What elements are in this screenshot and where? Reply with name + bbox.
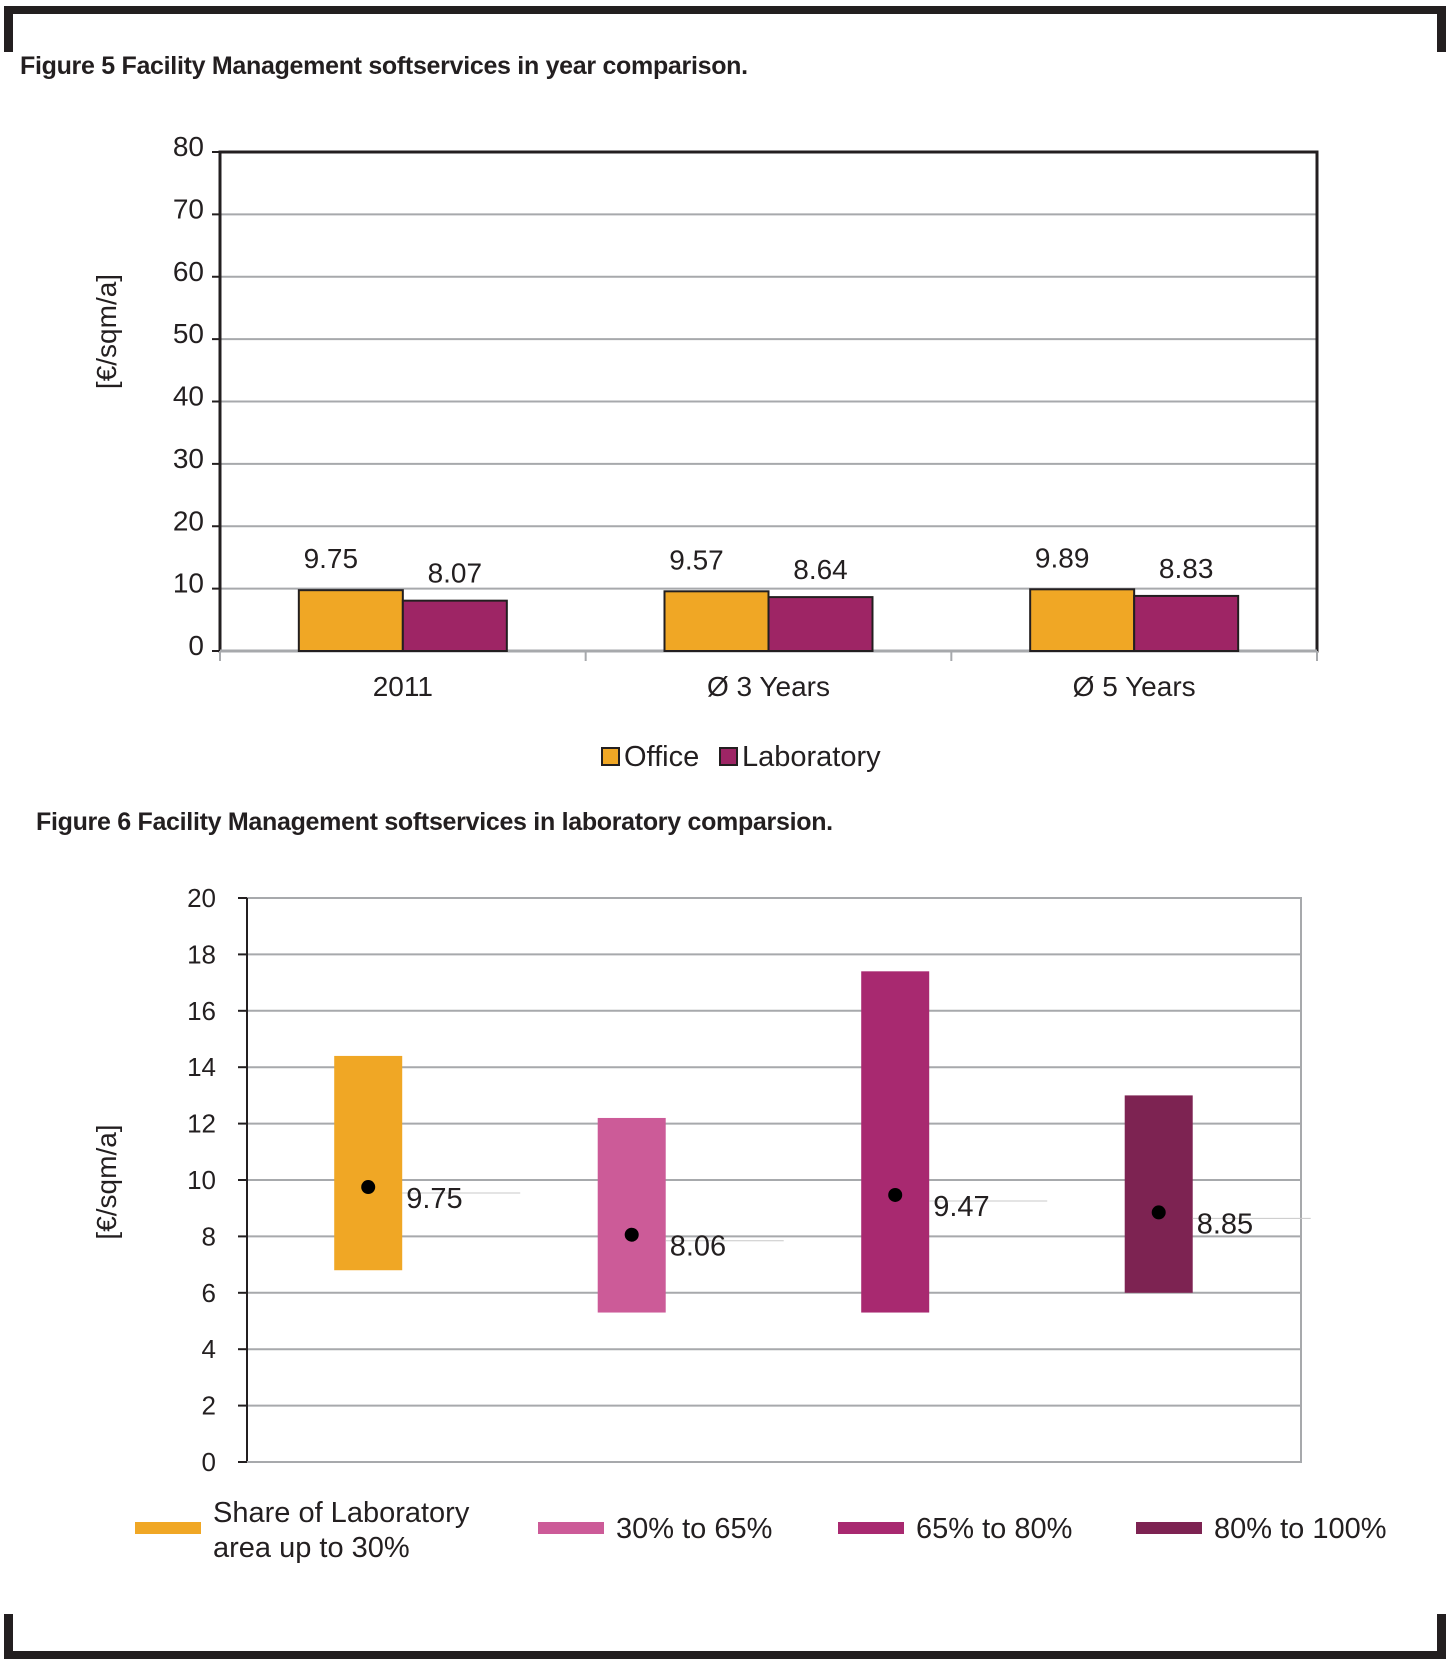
- x-tick-label: Ø 3 Years: [707, 671, 830, 702]
- legend-label: Office: [624, 741, 699, 773]
- y-tick-label: 50: [173, 318, 204, 349]
- y-tick-label: 8: [202, 1221, 216, 1251]
- y-axis-label: [€/sqm/a]: [91, 1124, 122, 1239]
- y-tick-label: 20: [187, 883, 216, 913]
- page-frame-corner: [4, 1614, 13, 1659]
- range-bar: [597, 1117, 666, 1313]
- page-frame-corner: [1437, 1614, 1446, 1659]
- data-label: 8.85: [1197, 1208, 1253, 1240]
- x-tick-label: Ø 5 Years: [1073, 671, 1196, 702]
- y-tick-label: 70: [173, 193, 204, 224]
- y-tick-label: 0: [202, 1447, 216, 1477]
- data-label: 8.06: [670, 1231, 726, 1263]
- range-bar: [1124, 1095, 1193, 1293]
- data-label: 9.89: [1035, 542, 1090, 573]
- figure5-title: Figure 5 Facility Management softservice…: [20, 52, 748, 80]
- data-label: 8.83: [1159, 553, 1214, 584]
- data-label: 9.57: [669, 544, 724, 575]
- mean-marker: [361, 1180, 376, 1195]
- legend-swatch: [135, 1522, 201, 1534]
- bar-laboratory: [1133, 594, 1240, 652]
- bar-laboratory: [401, 599, 508, 653]
- legend-swatch: [1136, 1522, 1202, 1534]
- mean-marker: [624, 1227, 639, 1242]
- legend-swatch: [838, 1522, 904, 1534]
- page-frame-corner: [1437, 6, 1446, 52]
- y-tick-label: 0: [188, 630, 204, 661]
- x-tick-label: 2011: [373, 671, 433, 702]
- legend-label: 80% to 100%: [1214, 1513, 1387, 1545]
- data-label: 8.64: [793, 554, 848, 585]
- bar-laboratory: [767, 596, 874, 652]
- mean-marker: [1151, 1205, 1166, 1220]
- y-tick-label: 4: [202, 1334, 216, 1364]
- y-tick-label: 20: [173, 505, 204, 536]
- y-tick-label: 16: [187, 996, 216, 1026]
- bar-office: [663, 590, 770, 653]
- page-frame-corner: [4, 6, 13, 52]
- legend-swatch: [601, 747, 620, 766]
- y-tick-label: 40: [173, 381, 204, 412]
- y-tick-label: 10: [187, 1165, 216, 1195]
- figure6-title: Figure 6 Facility Management softservice…: [36, 808, 833, 836]
- data-label: 8.07: [428, 558, 483, 589]
- data-label: 9.75: [304, 543, 359, 574]
- y-tick-label: 60: [173, 256, 204, 287]
- page-frame-top: [4, 6, 1446, 14]
- y-tick-label: 14: [187, 1052, 216, 1082]
- data-label: 9.47: [933, 1191, 989, 1223]
- data-label: 9.75: [406, 1183, 462, 1215]
- bar-office: [1029, 588, 1136, 652]
- y-tick-label: 10: [173, 568, 204, 599]
- figure5-bar-chart: 0 10 20 30 40 50 60 70 80 2011 9.75 8.07 Ø 3 Years 9.…: [91, 131, 1319, 773]
- legend-swatch: [538, 1522, 604, 1534]
- legend-label: Share of Laboratory: [213, 1497, 470, 1529]
- y-tick-label: 6: [202, 1278, 216, 1308]
- y-tick-label: 18: [187, 939, 216, 969]
- legend-label: Laboratory: [742, 741, 881, 773]
- range-bar: [861, 971, 930, 1313]
- legend-label: 65% to 80%: [916, 1513, 1072, 1545]
- y-tick-label: 80: [173, 131, 204, 162]
- y-axis-label: [€/sqm/a]: [91, 274, 122, 389]
- mean-marker: [888, 1187, 903, 1202]
- bar-office: [297, 589, 404, 653]
- y-tick-label: 2: [202, 1391, 216, 1421]
- y-tick-label: 12: [187, 1109, 216, 1139]
- page-frame-bottom: [4, 1651, 1446, 1659]
- legend-label: area up to 30%: [213, 1532, 410, 1564]
- y-tick-label: 30: [173, 443, 204, 474]
- legend-label: 30% to 65%: [616, 1513, 772, 1545]
- legend-swatch: [719, 747, 738, 766]
- range-bar: [334, 1055, 403, 1271]
